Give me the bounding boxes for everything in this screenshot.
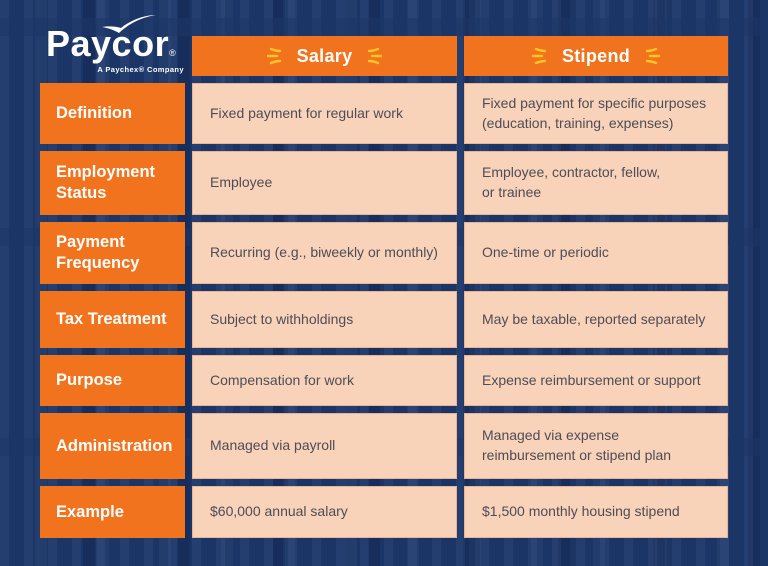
- stipend-cell-employment-status: Employee, contractor, fellow, or trainee: [464, 151, 728, 215]
- salary-cell-example: $60,000 annual salary: [192, 486, 457, 538]
- stipend-cell-definition: Fixed payment for specific purposes (edu…: [464, 83, 728, 144]
- row-label-definition: Definition: [40, 83, 185, 144]
- comparison-table: Salary Stipend Definition Fixed payment …: [40, 36, 728, 538]
- salary-cell-employment-status: Employee: [192, 151, 457, 215]
- sparkle-right-icon: [362, 46, 383, 66]
- column-header-label: Salary: [296, 45, 353, 66]
- row-label-administration: Administration: [40, 413, 185, 479]
- salary-cell-payment-frequency: Recurring (e.g., biweekly or monthly): [192, 222, 457, 284]
- stipend-cell-administration: Managed via expense reimbursement or sti…: [464, 413, 728, 479]
- salary-cell-purpose: Compensation for work: [192, 355, 457, 406]
- sparkle-right-icon: [640, 46, 661, 66]
- salary-cell-definition: Fixed payment for regular work: [192, 83, 457, 144]
- column-header-salary: Salary: [192, 36, 457, 76]
- salary-cell-administration: Managed via payroll: [192, 413, 457, 479]
- stipend-cell-tax-treatment: May be taxable, reported separately: [464, 291, 728, 348]
- logo-wordmark: Paycor®: [46, 26, 176, 62]
- salary-cell-tax-treatment: Subject to withholdings: [192, 291, 457, 348]
- logo-registered-mark: ®: [169, 48, 177, 58]
- row-label-example: Example: [40, 486, 185, 538]
- stipend-cell-example: $1,500 monthly housing stipend: [464, 486, 728, 538]
- row-label-tax-treatment: Tax Treatment: [40, 291, 185, 348]
- logo-subtitle: A Paychex® Company: [97, 65, 184, 74]
- sparkle-left-icon: [266, 46, 287, 66]
- column-header-label: Stipend: [561, 45, 631, 66]
- column-header-stipend: Stipend: [464, 36, 728, 76]
- stipend-cell-payment-frequency: One-time or periodic: [464, 222, 728, 284]
- row-label-employment-status: Employment Status: [40, 151, 185, 215]
- header-spacer: [40, 36, 185, 76]
- sparkle-left-icon: [531, 46, 552, 66]
- row-label-payment-frequency: Payment Frequency: [40, 222, 185, 284]
- row-label-purpose: Purpose: [40, 355, 185, 406]
- paycor-logo: Paycor® A Paychex® Company: [38, 8, 190, 80]
- paycor-swoosh-icon: [102, 15, 156, 33]
- logo-text: Paycor: [46, 23, 170, 64]
- stipend-cell-purpose: Expense reimbursement or support: [464, 355, 728, 406]
